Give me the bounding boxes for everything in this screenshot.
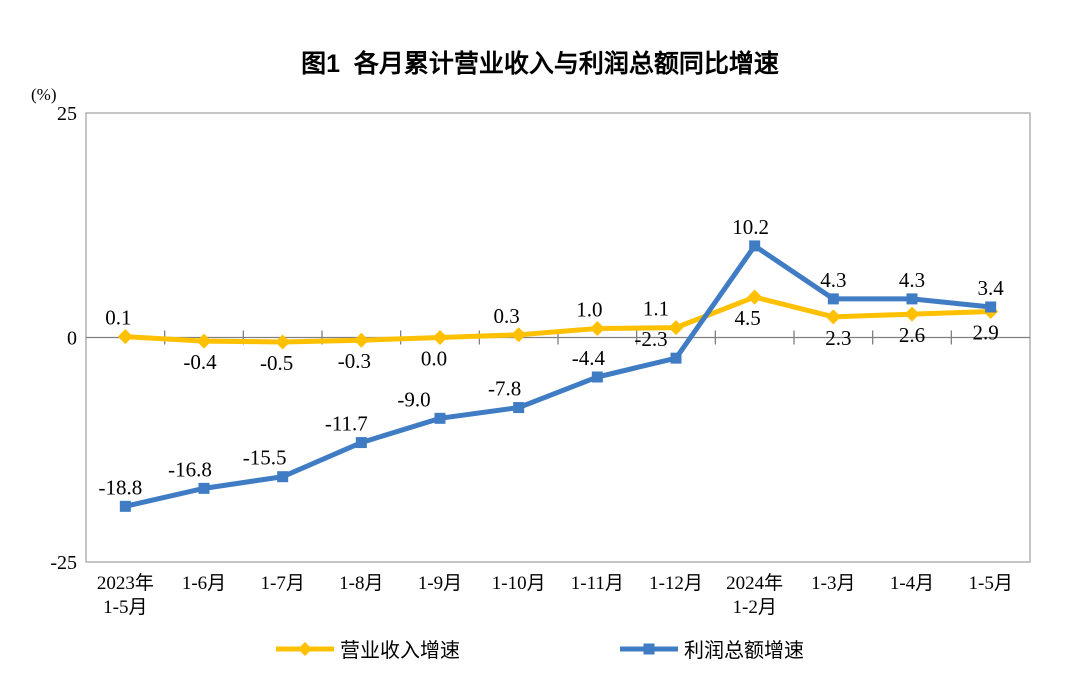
x-category-label: 1-5月 — [103, 597, 147, 618]
data-label: 4.5 — [735, 306, 761, 330]
data-marker — [668, 320, 684, 336]
data-label: -11.7 — [325, 412, 368, 436]
data-label: 1.0 — [576, 298, 602, 322]
data-label: -7.8 — [488, 377, 521, 401]
data-marker — [434, 412, 446, 424]
data-marker — [825, 309, 841, 325]
x-category-label: 1-2月 — [733, 597, 777, 618]
x-category-label: 2024年 — [726, 572, 783, 594]
data-marker — [749, 240, 761, 252]
legend-item-1: 利润总额增速 — [620, 634, 804, 663]
data-label: 0.0 — [421, 347, 447, 371]
data-marker — [198, 482, 210, 494]
chart-title: 图1 各月累计营业收入与利润总额同比增速 — [301, 50, 779, 78]
data-marker — [589, 321, 605, 337]
data-marker — [904, 306, 920, 322]
x-category-label: 1-10月 — [492, 573, 546, 594]
data-label: -18.8 — [98, 475, 142, 499]
data-marker — [747, 289, 763, 305]
data-label: 2.3 — [825, 326, 851, 350]
x-category-label: 1-7月 — [261, 573, 305, 594]
data-label: 4.3 — [820, 268, 846, 292]
data-label: 0.1 — [105, 306, 131, 330]
y-tick-label: 0 — [67, 328, 77, 350]
data-label: -9.0 — [397, 387, 430, 411]
data-marker — [353, 332, 369, 348]
data-marker — [513, 402, 525, 414]
x-category-label: 1-8月 — [339, 573, 383, 594]
x-category-label: 2023年 — [97, 572, 154, 594]
line-chart: 25 0 -25 2023年 1-5月 1-6月 1-7月 1-8月 1-9月 1-10月 1-11… — [50, 103, 1031, 618]
data-marker — [670, 352, 682, 364]
x-category-label: 1-3月 — [811, 573, 855, 594]
data-label: 3.4 — [978, 276, 1005, 300]
y-tick-label: 25 — [57, 103, 77, 125]
legend-label: 利润总额增速 — [684, 640, 804, 662]
data-label: 0.3 — [494, 304, 520, 328]
data-label: 2.9 — [973, 320, 999, 344]
chart-legend: 营业收入增速 利润总额增速 — [0, 634, 1080, 663]
data-marker — [827, 293, 839, 305]
data-label: 4.3 — [899, 268, 925, 292]
x-category-label: 1-6月 — [182, 573, 226, 594]
data-label: 1.1 — [643, 297, 669, 321]
data-label: -4.4 — [572, 346, 606, 370]
data-marker — [117, 329, 133, 345]
data-label: 10.2 — [732, 215, 769, 239]
data-marker — [355, 437, 367, 449]
data-label: -0.4 — [183, 350, 217, 374]
data-marker — [591, 371, 603, 383]
data-label: -0.3 — [338, 349, 371, 373]
y-axis-unit-label: (%) — [31, 85, 57, 104]
data-label: 2.6 — [899, 323, 925, 347]
data-marker — [119, 500, 131, 512]
series-line — [124, 242, 991, 509]
data-marker — [277, 471, 289, 483]
square-legend-marker-icon — [620, 643, 678, 654]
x-category-label: 1-9月 — [418, 573, 462, 594]
data-marker — [985, 301, 997, 313]
data-marker — [906, 293, 918, 305]
x-category-label: 1-11月 — [571, 573, 624, 594]
y-tick-label: -25 — [50, 552, 77, 574]
legend-label: 营业收入增速 — [340, 640, 460, 662]
x-category-label: 1-4月 — [890, 573, 934, 594]
data-label: -2.3 — [634, 327, 667, 351]
data-label: -15.5 — [243, 446, 287, 470]
x-category-label: 1-12月 — [649, 573, 703, 594]
data-label: -16.8 — [168, 457, 212, 481]
legend-item-0: 营业收入增速 — [276, 634, 460, 663]
data-label: -0.5 — [260, 351, 293, 375]
x-category-label: 1-5月 — [969, 573, 1013, 594]
data-marker — [432, 330, 448, 345]
data-marker — [196, 333, 212, 349]
diamond-legend-marker-icon — [276, 641, 334, 656]
data-marker — [511, 327, 527, 343]
series-line — [125, 294, 991, 345]
data-marker — [275, 334, 291, 350]
